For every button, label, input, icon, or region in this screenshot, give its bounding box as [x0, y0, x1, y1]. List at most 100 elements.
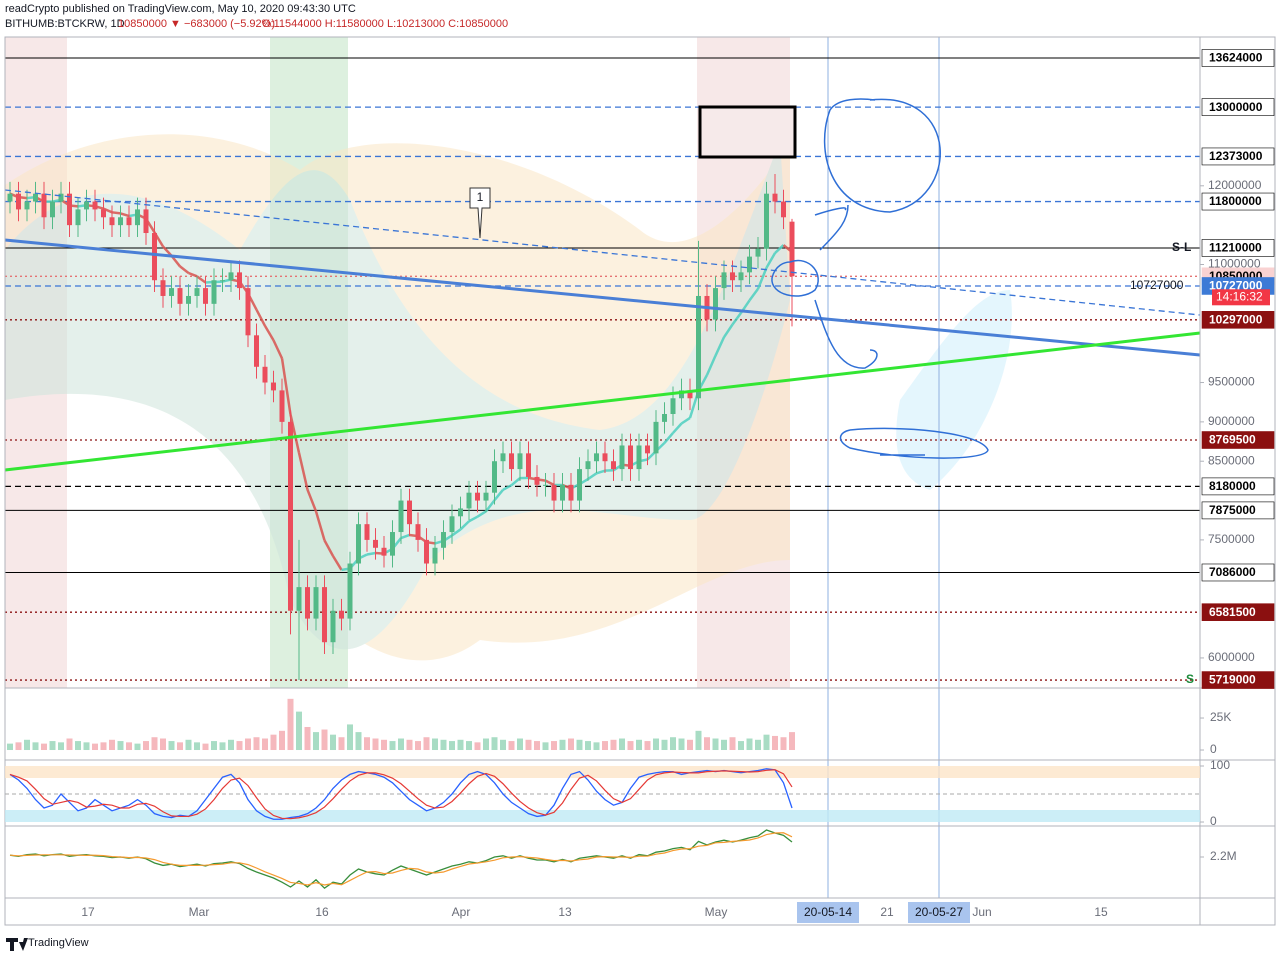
- volume-bar: [432, 738, 438, 751]
- candle-body: [449, 516, 455, 533]
- volume-bar: [542, 742, 549, 751]
- volume-bar: [202, 743, 209, 751]
- volume-bar: [109, 739, 115, 751]
- marked-date-box: [908, 902, 970, 923]
- volume-bar: [7, 743, 13, 751]
- y-tick-label: 100: [1210, 758, 1230, 772]
- candle-body: [432, 547, 438, 564]
- y-tick-label: 9500000: [1208, 375, 1255, 389]
- volume-bar: [32, 742, 39, 751]
- ema-segment: [748, 288, 760, 302]
- volume-bar: [381, 739, 387, 751]
- candle-body: [356, 524, 361, 564]
- volume-bar: [534, 741, 540, 751]
- candle-body: [254, 335, 259, 367]
- candle-body: [364, 524, 370, 540]
- volume-bar: [593, 742, 600, 751]
- level-label-box: [1201, 192, 1275, 211]
- volume-bar: [347, 724, 353, 751]
- volume-bar: [491, 737, 498, 751]
- candle-body: [381, 547, 387, 556]
- candle-body: [738, 272, 744, 281]
- frames: [4, 36, 1276, 926]
- candle-body: [169, 288, 174, 296]
- candle-body: [7, 193, 13, 202]
- ema-segment: [672, 422, 683, 434]
- candle-body: [245, 288, 251, 336]
- candle-body: [594, 453, 599, 462]
- logo: [6, 938, 28, 951]
- candle-body: [322, 587, 327, 643]
- ema-segment: [587, 472, 598, 481]
- candle-body: [696, 295, 701, 399]
- ema-segment: [188, 271, 198, 278]
- level-label-box: [1201, 311, 1275, 329]
- volume-bar: [602, 741, 608, 751]
- candle-body: [92, 201, 98, 210]
- candle-body: [177, 288, 183, 304]
- candle-body: [186, 295, 191, 304]
- candle-body: [781, 201, 786, 218]
- candle-body: [619, 445, 625, 470]
- candle-body: [101, 209, 106, 218]
- signal-text: S: [1186, 672, 1194, 686]
- drawings: [4, 98, 1201, 472]
- volume-bar: [559, 739, 566, 751]
- level-label-box: [1201, 239, 1275, 257]
- candle-body: [568, 484, 574, 501]
- candle-body: [16, 193, 21, 210]
- candle-body: [670, 398, 676, 415]
- candle-body: [602, 453, 608, 462]
- ema-segment: [280, 358, 292, 415]
- freehand: [839, 427, 989, 459]
- candle-body: [585, 461, 591, 470]
- ema-segment: [196, 275, 207, 284]
- dashed-trendline: [4, 189, 1201, 316]
- ema-segment: [544, 479, 555, 487]
- candles: [7, 173, 795, 681]
- volume-bar: [151, 737, 158, 751]
- volume-bar: [661, 739, 668, 751]
- candle-body: [194, 288, 200, 296]
- oversold-zone: [5, 810, 1200, 822]
- marked-date: 20-05-14: [804, 905, 852, 919]
- volume-bar: [721, 739, 727, 751]
- level-label: 8180000: [1209, 479, 1256, 493]
- candle-body: [313, 587, 319, 619]
- candle-body: [721, 272, 727, 289]
- level-label: 13000000: [1209, 100, 1263, 114]
- volume-bar: [457, 739, 464, 751]
- candle-body: [560, 484, 565, 501]
- y-tick-label: 0: [1210, 742, 1217, 756]
- level-label-box: [1201, 147, 1275, 166]
- candle-body: [373, 539, 378, 548]
- level-label-box: [1201, 563, 1275, 582]
- candle-body: [500, 453, 506, 462]
- publish-line: readCrypto published on TradingView.com,…: [5, 3, 356, 15]
- volume-bar: [415, 741, 421, 751]
- candle-body: [415, 524, 421, 540]
- candle-body: [517, 453, 523, 470]
- candle-body: [772, 193, 778, 202]
- candle-body: [84, 201, 89, 210]
- candle-body: [475, 492, 480, 501]
- volume-bar: [270, 734, 277, 751]
- callout-text: 1: [477, 190, 484, 204]
- outer-frame: [4, 36, 1276, 926]
- volume-bar: [474, 742, 481, 751]
- ema-segment: [510, 477, 521, 487]
- volume-bar: [449, 741, 455, 751]
- volume-bar: [568, 738, 574, 751]
- candle-body: [628, 445, 633, 470]
- ema-segment: [263, 325, 275, 341]
- volume-bar: [262, 738, 268, 751]
- y-tick-label: 8500000: [1208, 453, 1255, 467]
- freehand: [814, 204, 849, 251]
- overbought-zone: [5, 766, 1200, 778]
- candle-body: [611, 461, 616, 470]
- panels: [7, 698, 795, 890]
- volume-bar: [372, 738, 379, 751]
- candle-body: [75, 209, 81, 226]
- candle-body: [636, 445, 642, 470]
- candle-body: [288, 421, 293, 611]
